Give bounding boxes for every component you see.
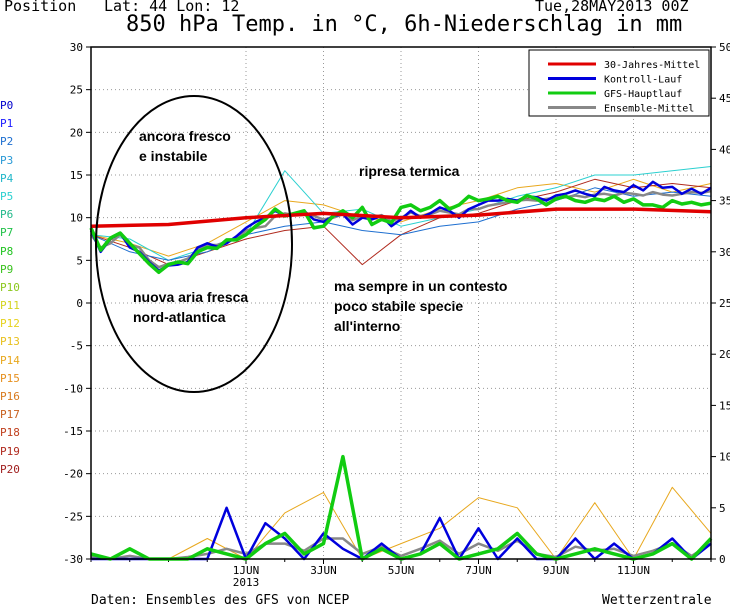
tick-label-right: 45 [719,92,730,105]
member-label: P16 [0,390,20,403]
member-label: P13 [0,335,20,349]
annotation-text: ripresa termica [359,163,460,179]
tick-label-left: 20 [70,126,83,139]
member-label: P2 [0,135,14,149]
tick-label-right: 25 [719,297,730,310]
tick-label-left: 5 [76,254,83,267]
annotation-text: poco stabile specie [334,298,463,314]
watermark: Wetterzentrale [602,593,712,608]
annotation-text: e instabile [139,148,208,164]
annotation-text: ancora fresco [139,128,231,144]
member-label: P7 [0,226,14,240]
temp-line-gfs-hauptlauf [89,193,712,275]
tick-label-bottom: 5JUN [388,564,415,577]
tick-label-left: -15 [63,425,83,438]
annotation-text: nord-atlantica [133,309,226,325]
plot-frame [90,46,712,560]
legend-label: GFS-Hauptlauf [604,89,682,100]
member-label: P15 [0,371,20,385]
tick-label-left: 0 [76,297,83,310]
legend: 30-Jahres-Mittel Kontroll-Lauf GFS-Hauptla… [528,49,710,117]
tick-label-left: 30 [70,41,83,54]
member-label: P20 [0,462,20,476]
member-label: P4 [0,171,14,185]
member-label: P1 [0,117,14,131]
tick-label-right: 0 [719,553,726,566]
member-label: P17 [0,408,20,422]
tick-label-left: -20 [63,468,83,481]
tick-label-left: 25 [70,84,83,97]
tick-label-left: 10 [70,212,83,225]
tick-label-year: 2013 [233,576,260,589]
annotation-text: nuova aria fresca [133,289,248,305]
tick-label-right: 20 [719,348,730,361]
legend-label: Kontroll-Lauf [604,75,682,86]
member-label: P12 [0,317,20,331]
tick-label-left: -5 [70,340,83,353]
latlon-label: Lat: 44 Lon: 12 [104,0,240,15]
tick-label-bottom: 7JUN [465,564,492,577]
tick-label-right: 15 [719,399,730,412]
member-label: P0 [0,99,14,112]
member-label: P3 [0,153,14,167]
chart-title: 850 hPa Temp. in °C, 6h-Niederschlag in … [126,12,683,37]
member-labels: P0 P1 P2 P3 P4 P5 P6 P7 P8 P9 P10 P11 P12 P13 P14 P15 P1… [0,97,20,479]
legend-label: 30-Jahres-Mittel [604,60,700,71]
temp-line-30-jahres-mittel [90,207,712,228]
tick-label-right: 5 [719,502,726,515]
tick-label-right: 35 [719,195,730,208]
member-label: P11 [0,299,20,313]
tick-label-left: -10 [63,382,83,395]
temperature-lines [89,166,712,275]
member-label: P8 [0,244,14,258]
member-label: P10 [0,280,20,294]
annotation-text: ma sempre in un contesto [334,278,507,294]
annotation-text: all'interno [334,318,400,334]
member-label: P19 [0,444,20,458]
member-label: P18 [0,426,20,440]
annotation-ellipse [95,95,293,393]
legend-label: Ensemble-Mittel [604,104,694,115]
tick-label-bottom: 9JUN [543,564,570,577]
data-source: Daten: Ensembles des GFS von NCEP [91,593,350,608]
precip-line-p14 [91,486,712,560]
tick-label-right: 10 [719,451,730,464]
tick-label-left: 15 [70,169,83,182]
member-label: P6 [0,208,14,222]
position-label: Position [4,0,77,15]
tick-label-left: -30 [63,553,83,566]
axis-ticks: -30 -25 -20 -15 -10 -5 0 5 10 15 20 25 30 0 5 10 15 20 25 3… [63,41,730,589]
member-label: P14 [0,353,20,367]
temp-line-p5 [90,166,712,261]
legend-box [528,49,710,117]
member-label: P5 [0,189,14,203]
tick-label-bottom: 11JUN [617,564,650,577]
tick-label-right: 30 [719,246,730,259]
tick-label-bottom: 3JUN [310,564,337,577]
tick-label-right: 50 [719,41,730,54]
member-label: P9 [0,262,14,276]
tick-label-left: -25 [63,510,83,523]
tick-label-bottom: 1JUN [233,564,260,577]
tick-label-right: 40 [719,143,730,156]
run-date: Tue,28MAY2013 00Z [535,0,689,15]
